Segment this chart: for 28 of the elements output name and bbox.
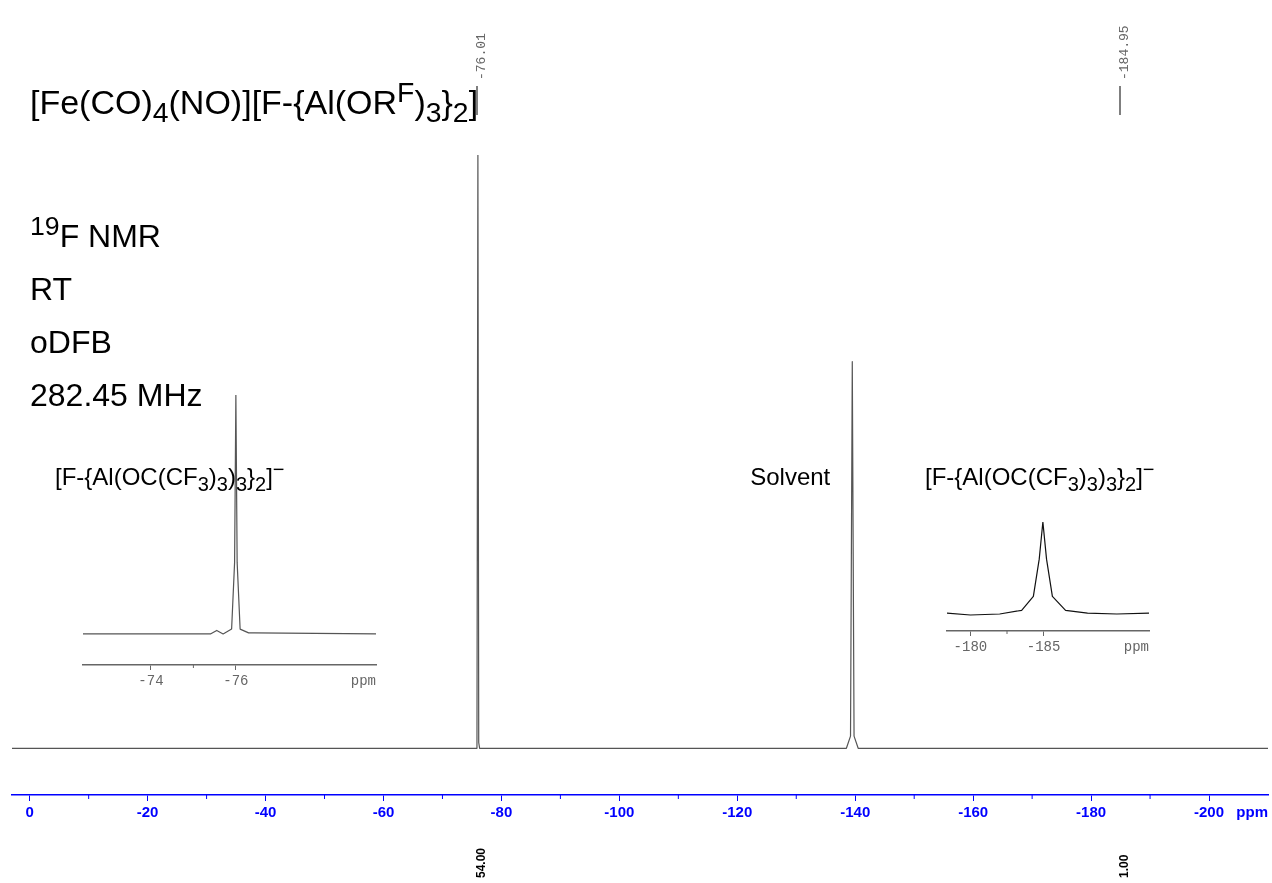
x-tick-label: -160	[958, 803, 989, 821]
x-tick-label: -74	[138, 673, 164, 690]
annotation: oDFB	[30, 322, 113, 362]
x-tick-label: -100	[604, 803, 635, 821]
x-tick-label: -60	[372, 803, 395, 821]
x-tick-label: -40	[254, 803, 277, 821]
x-tick-label: -76	[223, 673, 249, 690]
chart-title: [F-{Al(OC(CF$_{3}$)$_{3}$)$_{3}$}$_{2}$]$^{−}$	[55, 458, 285, 495]
x-tick-label: -180	[1076, 803, 1107, 821]
annotation: 282.45 MHz	[30, 375, 203, 415]
x-tick-label: -20	[136, 803, 159, 821]
x-axis-title: ppm	[1123, 638, 1149, 655]
x-axis-title: ppm	[350, 672, 376, 689]
x-axis-title: ppm	[1236, 802, 1268, 820]
x-tick-label: -185	[1026, 639, 1061, 656]
text: 54.00	[474, 847, 489, 878]
annotation: $^{19}$F NMR	[30, 210, 162, 256]
annotation: Solvent	[750, 462, 831, 490]
text: 1.00	[1117, 854, 1132, 878]
chart-title: [F-{Al(OC(CF$_{3}$)$_{3}$)$_{3}$}$_{2}$]$^{−}$	[925, 458, 1155, 495]
text: -184.95	[1117, 25, 1133, 80]
x-tick-label: -120	[722, 803, 753, 821]
x-tick-label: -140	[840, 803, 871, 821]
x-tick-label: -200	[1194, 803, 1225, 821]
x-tick-label: 0	[25, 803, 34, 821]
annotation: RT	[30, 269, 74, 309]
x-tick-label: -180	[953, 639, 988, 656]
x-tick-label: -80	[490, 803, 513, 821]
